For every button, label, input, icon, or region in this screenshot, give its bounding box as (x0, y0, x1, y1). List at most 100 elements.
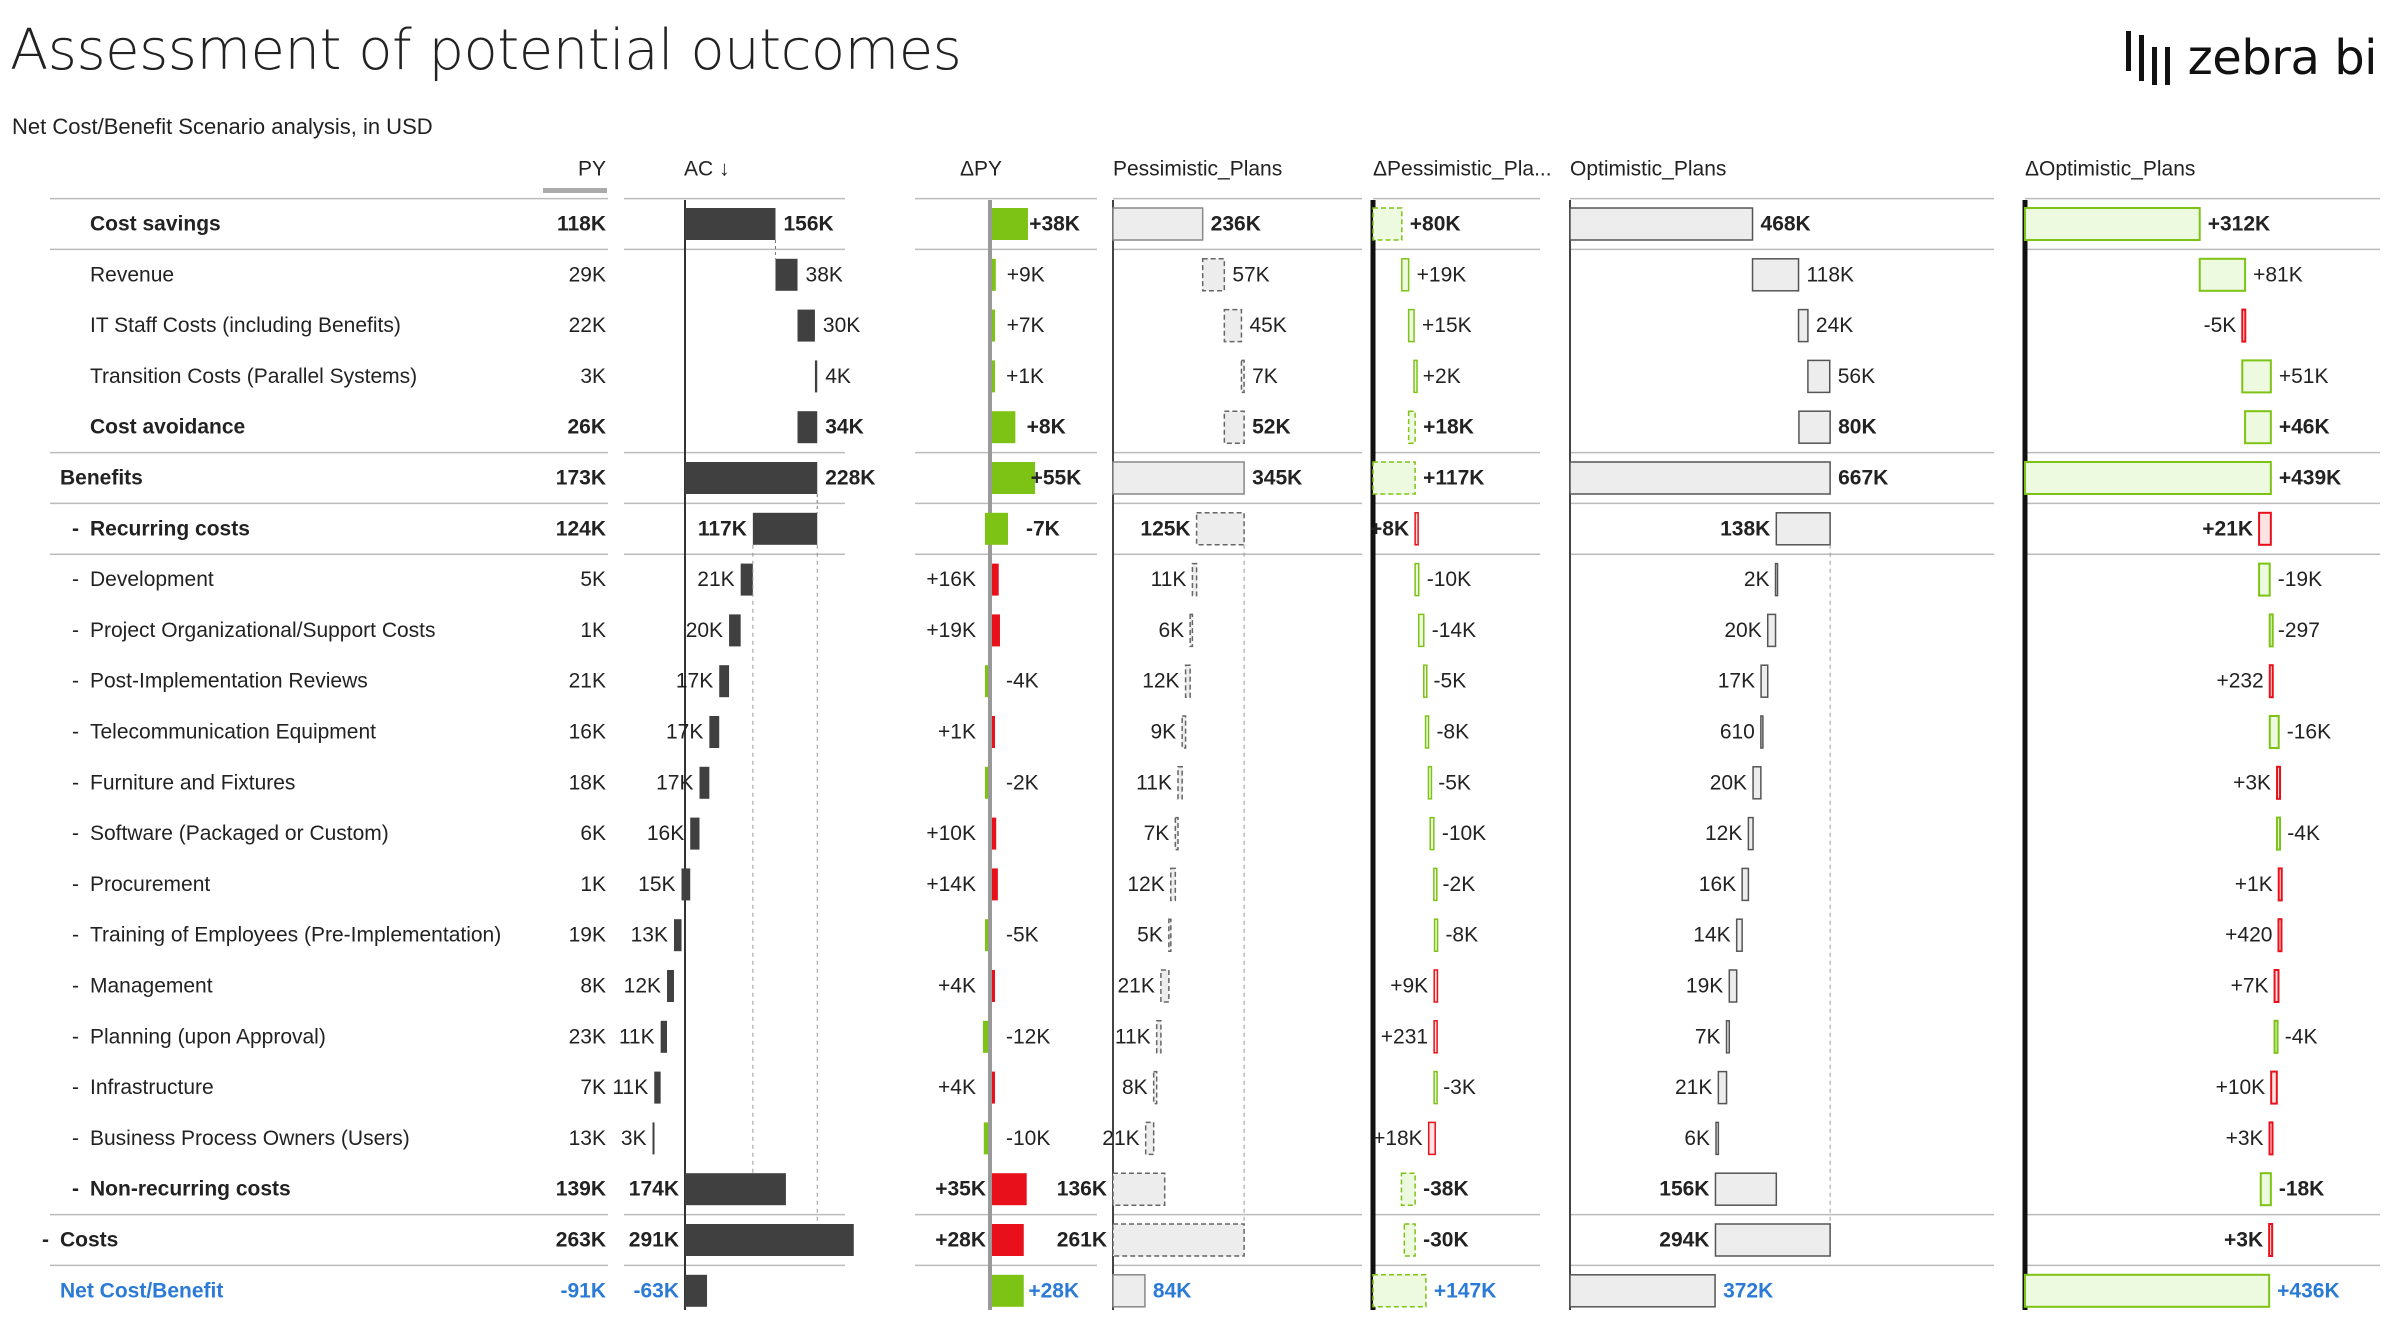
dpy-bar (992, 309, 995, 342)
dpess-value: +9K (1390, 975, 1428, 998)
opt-value: 17K (1718, 670, 1755, 693)
dpy-bar (992, 614, 1000, 647)
ac-bar (729, 614, 741, 647)
row-prefix: - (72, 924, 79, 947)
opt-bar (1760, 715, 1764, 749)
dpy-value: +38K (1029, 213, 1080, 236)
opt-value: 138K (1720, 517, 1770, 540)
ac-value: 11K (619, 1025, 655, 1048)
dpy-bar (992, 462, 1036, 494)
pess-value: 52K (1252, 416, 1291, 439)
dpess-bar (1433, 867, 1438, 902)
opt-value: 372K (1723, 1279, 1773, 1302)
dpess-value: +8K (1370, 517, 1409, 540)
ac-bar (709, 716, 720, 748)
row-prefix: - (72, 619, 79, 642)
pess-bar (1112, 207, 1204, 241)
dpy-bar (985, 512, 1008, 545)
dpy-bar (992, 1274, 1024, 1307)
pess-value: 11K (1136, 771, 1172, 794)
pess-bar (1201, 258, 1226, 292)
opt-bar (1807, 359, 1831, 394)
opt-bar (1569, 461, 1831, 495)
opt-bar (1751, 258, 1800, 292)
column-header-4: ΔPessimistic_Pla... (1373, 158, 1552, 181)
row-label: Benefits (60, 467, 143, 490)
py-value: 22K (569, 314, 606, 337)
opt-bar (1760, 664, 1769, 698)
py-value: -91K (560, 1279, 606, 1302)
dpess-bar (1413, 359, 1418, 394)
opt-value: 6K (1684, 1127, 1710, 1150)
opt-value: 14K (1693, 924, 1730, 947)
dpess-value: -8K (1445, 924, 1478, 947)
dopt-bar (2277, 918, 2283, 953)
pess-value: 57K (1232, 263, 1269, 286)
opt-bar (1752, 766, 1762, 800)
dopt-bar (2268, 664, 2274, 699)
dpy-value: +55K (1031, 467, 1082, 490)
opt-bar (1717, 1070, 1728, 1105)
pess-value: 136K (1057, 1178, 1107, 1201)
ac-value: 20K (686, 619, 723, 642)
opt-value: 16K (1699, 873, 1736, 896)
dpy-value: -10K (1006, 1127, 1050, 1150)
row-prefix: - (72, 822, 79, 845)
py-value: 23K (569, 1025, 606, 1048)
dpess-bar (1427, 1121, 1436, 1156)
row-prefix: - (72, 568, 79, 591)
row-label: Transition Costs (Parallel Systems) (90, 365, 417, 388)
opt-value: 468K (1761, 213, 1811, 236)
dpy-bar (992, 970, 995, 1002)
row-prefix: - (42, 1229, 49, 1252)
py-header-underline (543, 188, 607, 193)
dpess-bar (1433, 918, 1439, 952)
pess-bar (1112, 1223, 1245, 1257)
ac-bar (797, 411, 818, 444)
dpess-value: -8K (1436, 721, 1469, 744)
dpess-value: -30K (1423, 1229, 1469, 1252)
dopt-bar (2273, 1019, 2279, 1054)
ac-bar (797, 309, 815, 342)
dopt-bar (2268, 715, 2280, 749)
pess-value: 21K (1102, 1127, 1139, 1150)
row-label: Non-recurring costs (90, 1178, 291, 1201)
opt-value: 118K (1807, 263, 1855, 286)
dpy-bar (992, 1071, 995, 1104)
dpess-bar (1417, 613, 1425, 648)
dpess-value: +15K (1422, 314, 1472, 337)
pess-value: 9K (1150, 721, 1176, 744)
py-value: 139K (556, 1178, 606, 1201)
dpess-value: +117K (1423, 467, 1484, 490)
row-label: Recurring costs (90, 517, 250, 540)
dopt-value: +3K (2224, 1229, 2263, 1252)
py-value: 19K (569, 924, 606, 947)
column-header-3: Pessimistic_Plans (1113, 158, 1282, 181)
dpess-value: -2K (1443, 873, 1476, 896)
dpy-value: -5K (1006, 924, 1039, 947)
dpy-value: +28K (1028, 1279, 1079, 1302)
dopt-bar (2276, 765, 2282, 800)
dpy-bar (992, 817, 997, 850)
pess-bar (1189, 613, 1194, 648)
dopt-value: +420 (2225, 924, 2272, 947)
row-prefix: - (72, 670, 79, 693)
dpess-bar (1401, 258, 1410, 292)
dopt-value: -18K (2279, 1178, 2325, 1201)
ac-value: 15K (638, 873, 675, 896)
dopt-value: +312K (2208, 213, 2270, 236)
pess-bar (1240, 359, 1245, 394)
row-prefix: - (72, 721, 79, 744)
ac-bar (685, 1274, 708, 1307)
dpess-value: -38K (1423, 1178, 1469, 1201)
ac-value: 16K (647, 822, 684, 845)
dpess-value: -14K (1432, 619, 1476, 642)
dpy-bar (985, 919, 988, 952)
dpy-bar (992, 868, 998, 901)
py-value: 29K (569, 263, 606, 286)
ac-value: 34K (825, 416, 864, 439)
opt-value: 56K (1838, 365, 1875, 388)
row-label: Revenue (90, 263, 174, 286)
py-value: 3K (580, 365, 606, 388)
